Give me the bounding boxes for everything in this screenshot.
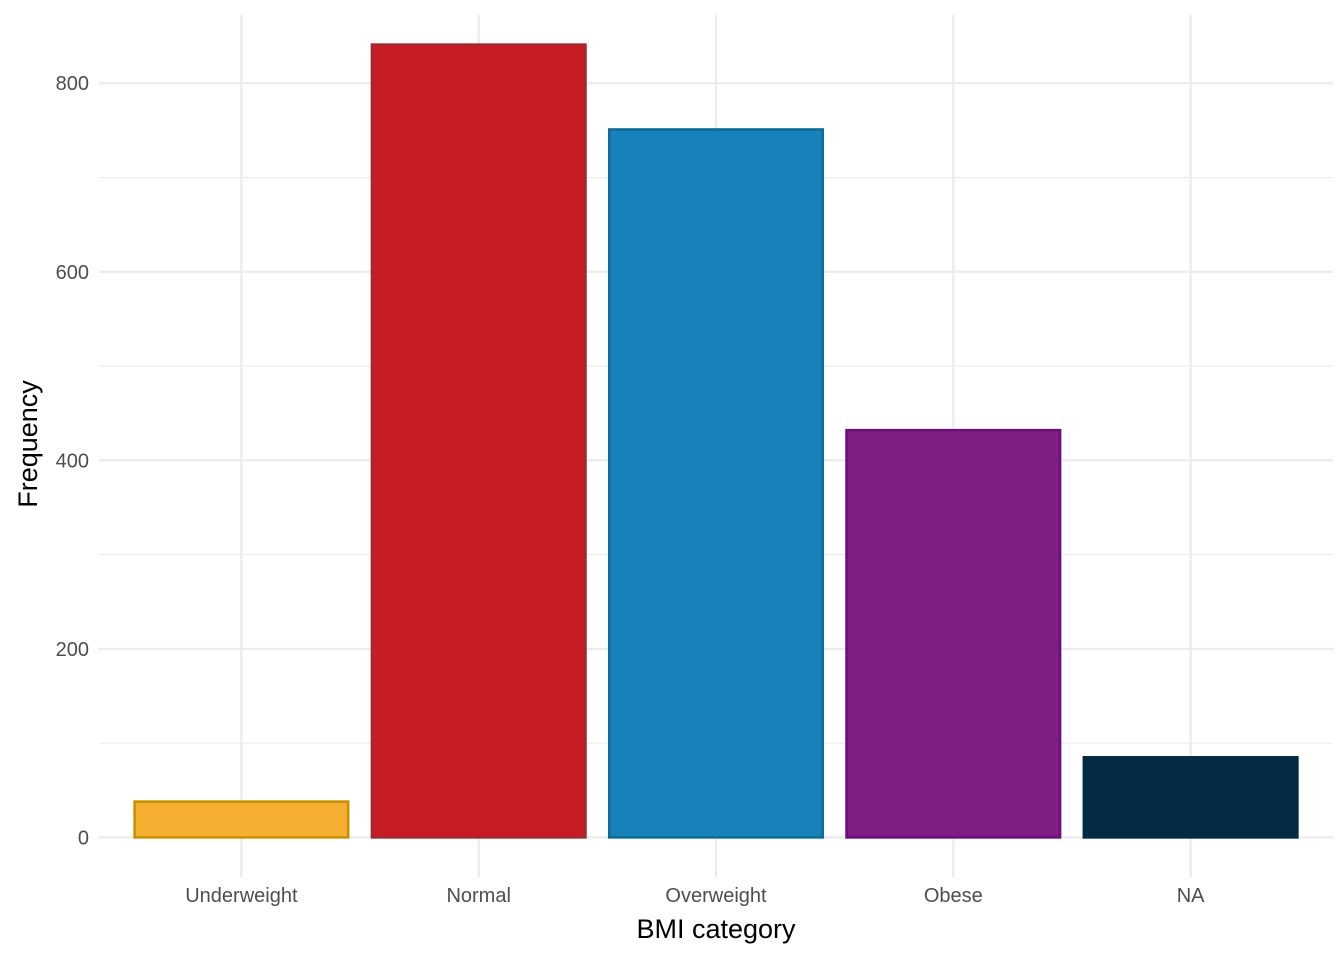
bar-normal [370, 43, 587, 839]
y-tick-label: 400 [56, 450, 89, 472]
y-tick-label: 800 [56, 73, 89, 95]
x-tick-label: Normal [446, 885, 510, 907]
bars [133, 43, 1299, 839]
bar-na [1082, 756, 1299, 839]
y-tick-labels: 0 200 400 600 800 [56, 73, 89, 849]
bar-overweight [607, 128, 825, 839]
bar-underweight [133, 800, 350, 839]
y-axis-title: Frequency [13, 380, 43, 508]
x-tick-label: Overweight [665, 885, 767, 907]
y-tick-label: 600 [56, 262, 89, 284]
x-tick-label: Underweight [185, 885, 298, 907]
x-tick-labels: Underweight Normal Overweight Obese NA [185, 885, 1205, 907]
x-tick-label: NA [1177, 885, 1205, 907]
x-axis-title: BMI category [636, 914, 796, 944]
x-tick-label: Obese [924, 885, 983, 907]
y-tick-label: 200 [56, 639, 89, 661]
y-tick-label: 0 [78, 827, 89, 849]
bar-obese [845, 428, 1062, 839]
